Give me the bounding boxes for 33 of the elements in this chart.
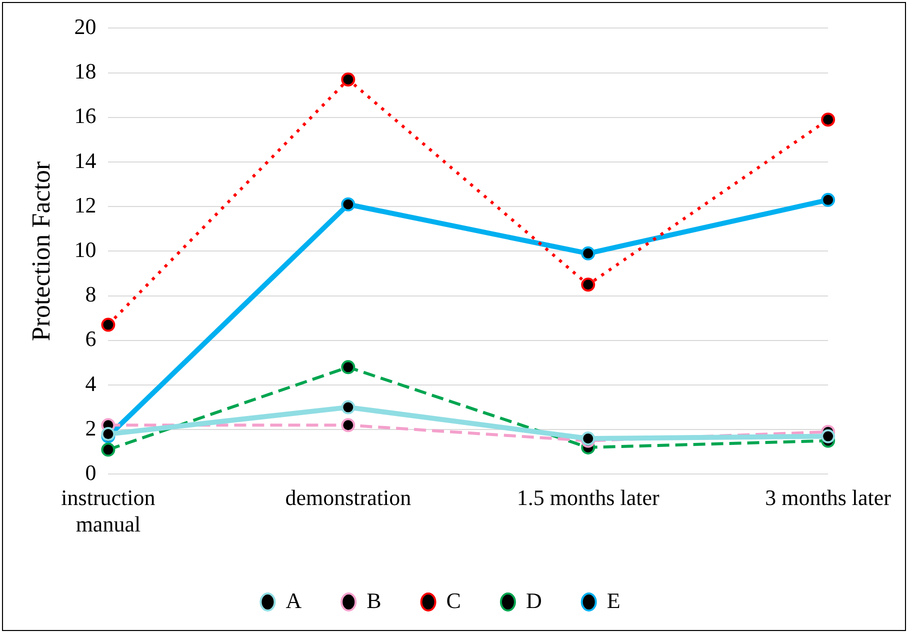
point — [341, 360, 356, 374]
x-tick-label: 1.5 months later — [516, 485, 660, 510]
x-tick-label: 3 months later — [765, 485, 892, 510]
y-tick-label: 6 — [85, 326, 96, 352]
y-tick-label: 16 — [74, 103, 96, 128]
x-tick-label: instruction manual — [61, 485, 156, 537]
y-tick-label: 2 — [85, 415, 96, 440]
point — [341, 197, 356, 212]
point — [581, 246, 596, 260]
legend-label: E — [606, 588, 620, 613]
y-tick-label: 12 — [74, 192, 96, 218]
point — [341, 400, 356, 414]
y-tick-label: 0 — [85, 460, 96, 485]
point — [101, 318, 116, 332]
y-axis-title: Protection Factor — [26, 160, 56, 342]
y-tick-label: 10 — [74, 236, 96, 262]
point — [581, 278, 596, 292]
y-tick-label: 8 — [85, 282, 96, 307]
legend-label: A — [286, 588, 302, 613]
y-tick-label: 14 — [74, 148, 96, 173]
y-tick-label: 18 — [74, 58, 96, 84]
y-tick-label: 20 — [74, 14, 96, 39]
point — [821, 192, 836, 207]
y-tick-label: 4 — [85, 370, 96, 396]
point — [821, 112, 836, 127]
legend-label: D — [526, 588, 542, 613]
point — [341, 72, 356, 86]
point — [101, 442, 116, 457]
x-tick-label: demonstration — [285, 485, 412, 510]
legend-label: C — [446, 588, 461, 613]
point — [821, 429, 836, 444]
legend-label: B — [366, 588, 382, 613]
point — [341, 418, 356, 432]
